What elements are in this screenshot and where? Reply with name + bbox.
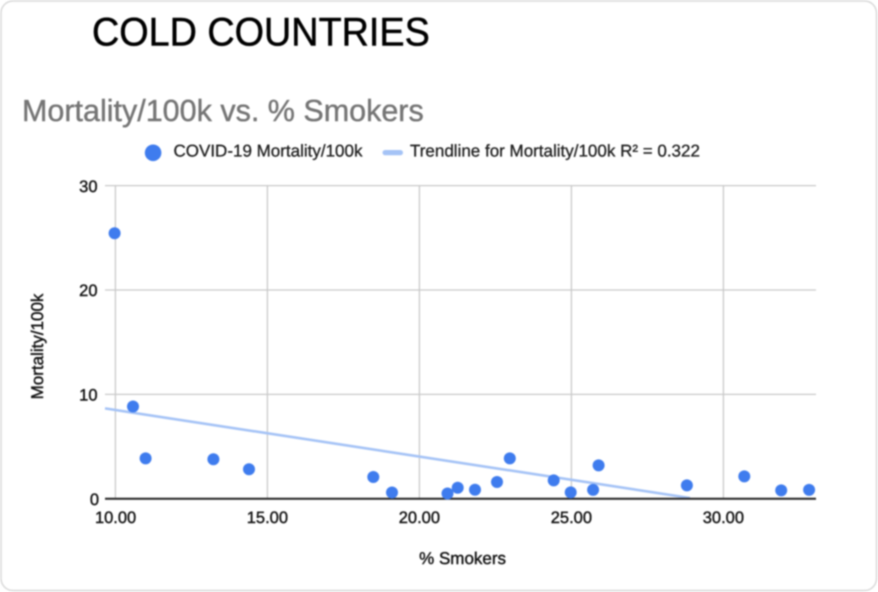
svg-text:10.00: 10.00: [95, 509, 136, 527]
svg-text:Mortality/100k: Mortality/100k: [28, 293, 47, 399]
svg-text:% Smokers: % Smokers: [419, 549, 506, 568]
svg-text:25.00: 25.00: [551, 509, 592, 527]
svg-text:COLD COUNTRIES: COLD COUNTRIES: [92, 10, 430, 54]
svg-text:Trendline for Mortality/100k R: Trendline for Mortality/100k R² = 0.322: [410, 142, 700, 161]
svg-text:20.00: 20.00: [399, 509, 440, 527]
svg-text:20: 20: [79, 282, 97, 300]
svg-text:COVID-19 Mortality/100k: COVID-19 Mortality/100k: [174, 142, 363, 161]
svg-text:15.00: 15.00: [247, 509, 288, 527]
svg-text:30: 30: [79, 178, 97, 196]
svg-text:30.00: 30.00: [703, 509, 744, 527]
svg-text:10: 10: [79, 387, 97, 405]
svg-text:Mortality/100k vs. % Smokers: Mortality/100k vs. % Smokers: [22, 94, 424, 128]
svg-text:0: 0: [90, 491, 99, 509]
